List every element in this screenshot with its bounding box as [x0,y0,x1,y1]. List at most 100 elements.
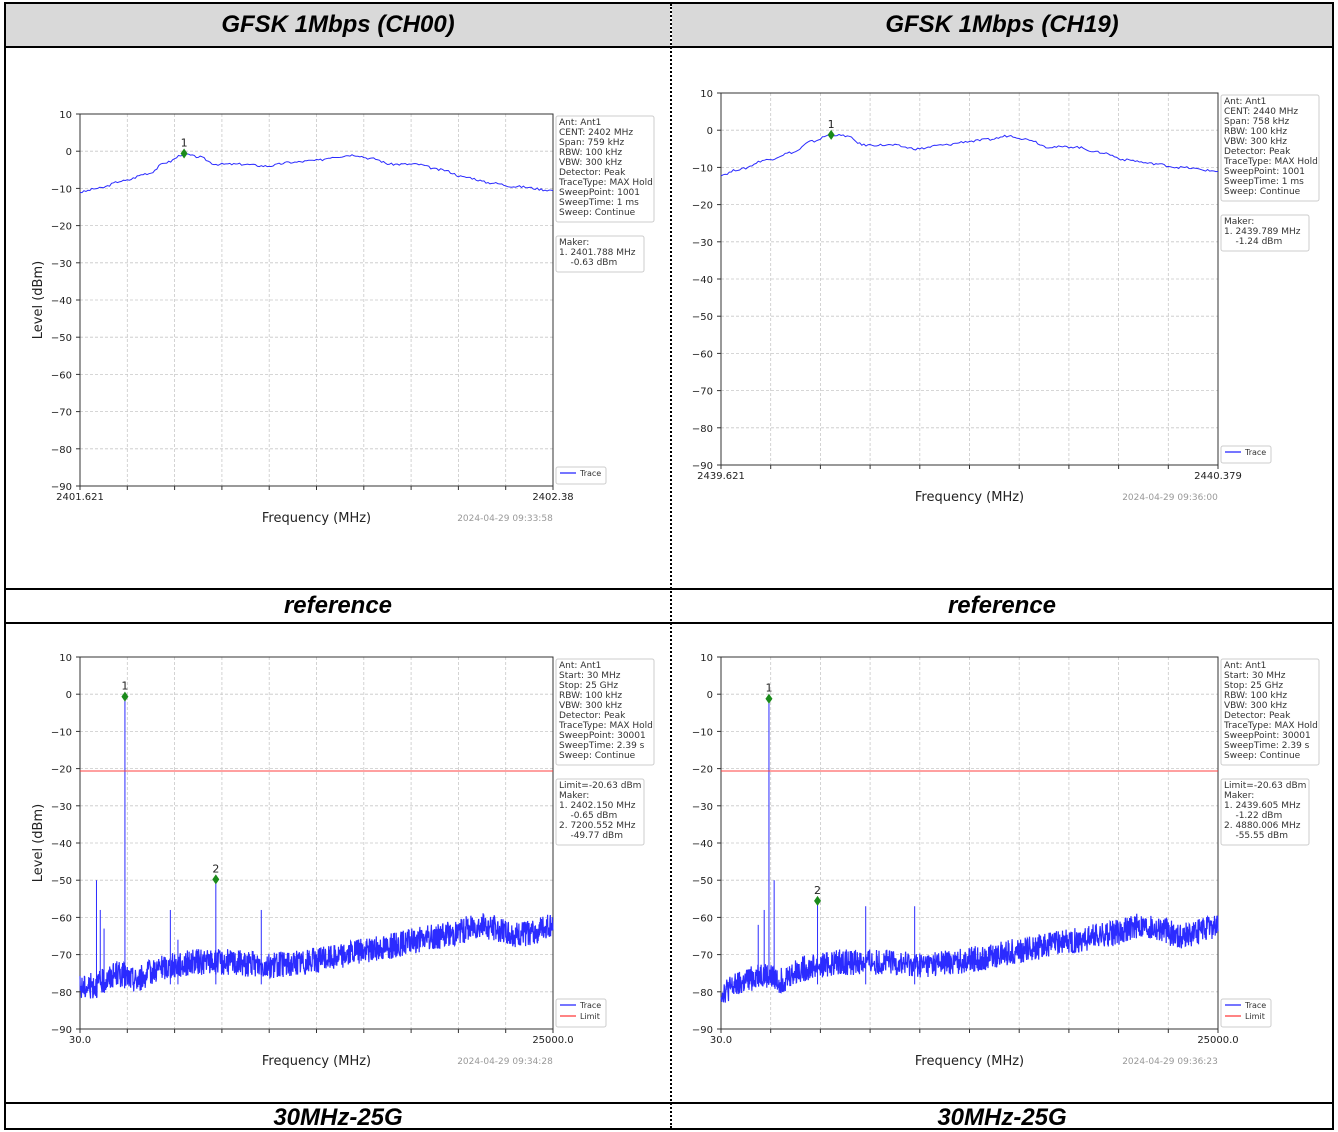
legend-label: Trace [1244,1001,1266,1010]
info-box-line: SweepPoint: 30001 [1224,731,1311,741]
y-tick-label: −20 [51,765,72,776]
marker-point [212,874,220,885]
y-tick-label: −80 [51,988,72,999]
info-box-line: Sweep: Continue [559,208,636,218]
timestamp: 2024-04-29 09:36:00 [1122,493,1218,503]
x-axis-label: Frequency (MHz) [262,1054,371,1069]
mid-label-left: reference [6,590,670,622]
info-box-line: TraceType: MAX Hold [558,178,653,188]
info-box-line: Start: 30 MHz [1224,671,1286,681]
timestamp: 2024-04-29 09:34:28 [457,1057,553,1067]
info-box-line: RBW: 100 kHz [559,148,622,158]
y-tick-label: −70 [692,951,713,962]
y-tick-label: −50 [692,312,713,323]
timestamp: 2024-04-29 09:33:58 [457,514,553,524]
legend-label: Limit [580,1012,600,1021]
info-box-line: CENT: 2440 MHz [1224,107,1298,117]
marker-box-line: 1. 2439.789 MHz [1224,227,1301,237]
divider [6,588,1332,590]
x-tick-label: 2401.621 [56,492,104,503]
info-box-line: Ant: Ant1 [1224,97,1266,107]
y-tick-label: −50 [51,333,72,344]
y-tick-label: −40 [692,275,713,286]
y-tick-label: 0 [707,126,713,137]
marker-box-line: -1.22 dBm [1224,811,1282,821]
legend-label: Trace [1244,448,1266,457]
marker-box-line: Maker: [559,238,589,248]
legend-box [555,998,607,1028]
info-box-line: Ant: Ant1 [559,118,601,128]
marker-box [555,235,645,273]
x-tick-label: 2440.379 [1194,471,1242,482]
divider [6,1102,1332,1104]
y-tick-label: 0 [707,690,713,701]
marker-box [1220,778,1310,846]
y-tick-label: −70 [692,387,713,398]
trace-line [720,133,1219,177]
info-box-line: SweepTime: 2.39 s [559,741,645,751]
marker-box-line: 2. 4880.006 MHz [1224,821,1301,831]
marker-box-line: Maker: [559,791,589,801]
info-box-line: Start: 30 MHz [559,671,621,681]
info-box-line: RBW: 100 kHz [559,691,622,701]
marker-box-line: 2. 7200.552 MHz [559,821,636,831]
info-box-line: VBW: 300 kHz [1224,137,1287,147]
info-box-line: SweepTime: 1 ms [559,198,639,208]
trace-noise-floor [720,913,1219,1003]
y-tick-label: −70 [51,408,72,419]
y-tick-label: −40 [51,296,72,307]
marker-box-line: 1. 2439.605 MHz [1224,801,1301,811]
y-tick-label: −20 [692,201,713,212]
trace-noise-floor [79,913,554,999]
info-box [1220,94,1320,202]
info-box-line: TraceType: MAX Hold [558,721,653,731]
report-table: GFSK 1Mbps (CH00) GFSK 1Mbps (CH19) refe… [4,2,1334,1131]
info-box-line: RBW: 100 kHz [1224,127,1287,137]
y-tick-label: 10 [700,653,713,664]
marker-box-line: Maker: [1224,791,1254,801]
y-tick-label: −30 [51,259,72,270]
marker-box-line: -0.63 dBm [559,258,617,268]
bottom-label-right: 30MHz-25G [672,1104,1332,1131]
info-box-line: Sweep: Continue [1224,187,1301,197]
marker-box-line: Limit=-20.63 dBm [559,781,641,791]
info-box [555,115,655,223]
info-box-line: SweepPoint: 30001 [559,731,646,741]
column-divider [670,4,672,1128]
info-box-line: RBW: 100 kHz [1224,691,1287,701]
x-tick-label: 25000.0 [1197,1035,1238,1046]
marker-point [180,148,188,159]
marker-point [827,129,835,140]
legend-box [1220,998,1272,1028]
marker-box-line: Limit=-20.63 dBm [1224,781,1306,791]
y-tick-label: −20 [51,222,72,233]
y-tick-label: −60 [692,913,713,924]
marker-box-line: -1.24 dBm [1224,237,1282,247]
y-tick-label: −90 [692,1025,713,1036]
info-box-line: Detector: Peak [559,711,626,721]
y-tick-label: −10 [692,163,713,174]
x-axis-label: Frequency (MHz) [262,511,371,526]
info-box [555,658,655,766]
y-tick-label: −50 [51,876,72,887]
y-axis-label: Level (dBm) [686,804,687,882]
info-box-line: Ant: Ant1 [559,661,601,671]
legend-label: Limit [1245,1012,1265,1021]
info-box-line: SweepPoint: 1001 [559,188,640,198]
info-box-line: CENT: 2402 MHz [559,128,633,138]
timestamp: 2024-04-29 09:36:23 [1122,1057,1218,1067]
y-tick-label: −80 [51,445,72,456]
info-box-line: Detector: Peak [1224,711,1291,721]
marker-box-line: -0.65 dBm [559,811,617,821]
marker-box [555,778,645,846]
info-box-line: SweepTime: 2.39 s [1224,741,1310,751]
y-tick-label: 10 [59,653,72,664]
y-tick-label: −10 [692,727,713,738]
marker-point [121,691,129,702]
legend-box [555,466,607,485]
y-tick-label: −60 [692,349,713,360]
info-box-line: Sweep: Continue [1224,751,1301,761]
info-box-line: VBW: 300 kHz [559,701,622,711]
